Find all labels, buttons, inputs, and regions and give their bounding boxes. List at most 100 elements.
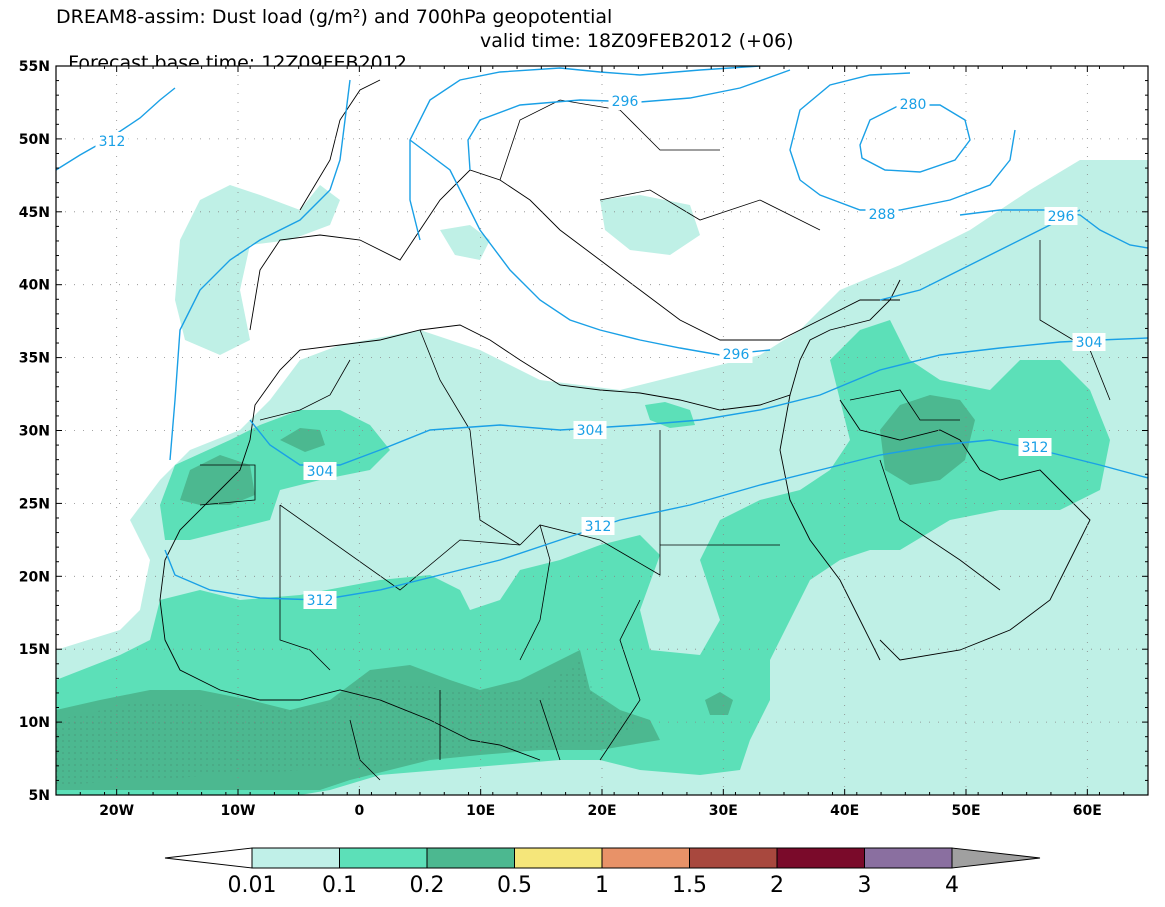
colorbar-segment — [251, 847, 340, 869]
lon-tick-label: 50E — [951, 803, 980, 819]
contour-296 — [169, 66, 761, 461]
contour-288 — [789, 72, 1016, 211]
colorbar-label: 1 — [595, 873, 609, 898]
dust-region-0.2 — [705, 692, 733, 715]
colorbar-segment — [601, 847, 690, 869]
contour-label-bg — [896, 95, 930, 113]
contour-label-bg — [303, 591, 337, 609]
dust-region-0.01 — [175, 185, 340, 355]
lat-tick-label: 20N — [19, 569, 50, 585]
border — [519, 524, 551, 661]
lon-tick-label: 40E — [830, 803, 859, 819]
coastlines — [159, 79, 1091, 761]
contour-label: 312 — [585, 519, 612, 535]
contour-label: 296 — [612, 94, 639, 110]
lon-tick-label: 30E — [709, 803, 738, 819]
lat-tick-label: 15N — [19, 642, 50, 658]
border — [849, 389, 960, 421]
colorbar-label: 0.5 — [497, 873, 532, 898]
contour-label-bg — [303, 462, 337, 480]
contour-label-bg — [1072, 333, 1106, 351]
lat-tick-label: 45N — [19, 205, 50, 221]
dust-region-0.2 — [280, 428, 325, 452]
border — [599, 189, 821, 231]
colorbar-segment — [689, 847, 778, 869]
contour-312 — [164, 439, 1148, 601]
contour-296-central — [409, 139, 771, 356]
contour-label-bg — [573, 421, 607, 439]
longitude-axis: 20W 10W 0 10E 20E 30E 40E 50E 60E — [55, 66, 1149, 819]
contour-label: 296 — [1048, 209, 1075, 225]
colorbar-label: 0.01 — [228, 873, 277, 898]
lat-tick-label: 35N — [19, 351, 50, 367]
lat-tick-label: 5N — [29, 788, 50, 804]
lat-tick-label: 50N — [19, 132, 50, 148]
contour-label: 304 — [1076, 335, 1103, 351]
coastline — [249, 279, 901, 441]
lat-tick-label: 55N — [19, 59, 50, 75]
valid-time: valid time: 18Z09FEB2012 (+06) — [480, 30, 794, 52]
colorbar-under-arrow — [164, 847, 253, 869]
dust-region-0.1 — [56, 320, 1110, 795]
colorbar-segment — [776, 847, 865, 869]
contour-label: 312 — [1022, 440, 1049, 456]
border — [599, 599, 641, 761]
contour-label: 288 — [869, 207, 896, 223]
contour-label-bg — [581, 517, 615, 535]
colorbar-label: 0.2 — [410, 873, 445, 898]
coastline — [159, 439, 541, 761]
contour-312-nw — [56, 87, 176, 171]
border — [1039, 240, 1111, 401]
contour-labels: 312 296 280 288 296 304 304 312 312 296 304 312 — [95, 92, 1106, 609]
lat-tick-label: 40N — [19, 278, 50, 294]
dust-region-0.1 — [160, 410, 390, 540]
border — [349, 719, 381, 781]
colorbar-label: 2 — [770, 873, 784, 898]
border — [879, 459, 1001, 591]
colorbar-segment — [864, 847, 953, 869]
contour-label: 296 — [723, 347, 750, 363]
contour-label-bg — [719, 345, 753, 363]
country-borders — [199, 99, 1111, 781]
dust-region-0.2 — [880, 395, 975, 485]
map-area: 312 296 280 288 296 304 304 312 312 296 304 312 — [56, 66, 1148, 795]
lon-tick-label: 0 — [354, 803, 364, 819]
coastline — [779, 394, 881, 661]
border — [519, 524, 780, 576]
dust-region-0.01 — [440, 225, 490, 260]
lon-tick-label: 10E — [466, 803, 495, 819]
border — [279, 504, 521, 591]
colorbar-label: 1.5 — [672, 873, 707, 898]
contour-280 — [859, 104, 971, 173]
dust-load-shading — [56, 160, 1148, 795]
colorbar-label: 4 — [945, 873, 959, 898]
dust-stipple — [56, 660, 640, 785]
contour-label-bg — [1018, 438, 1052, 456]
map-title: DREAM8-assim: Dust load (g/m²) and 700hP… — [56, 6, 613, 28]
latitude-axis: 55N 50N 45N 40N 35N 30N 25N 20N 15N 10N 5N — [19, 59, 1148, 804]
lon-tick-label: 20W — [99, 803, 134, 819]
contour-label: 312 — [307, 593, 334, 609]
contour-label: 312 — [99, 134, 126, 150]
lat-tick-label: 30N — [19, 424, 50, 440]
border — [259, 359, 351, 421]
lon-tick-label: 20E — [587, 803, 616, 819]
contour-296-south — [467, 69, 791, 171]
contour-label: 304 — [577, 423, 604, 439]
border — [419, 329, 471, 431]
colorbar-over-arrow — [951, 847, 1041, 869]
colorbar: 0.01 0.1 0.2 0.5 1 1.5 2 3 4 — [164, 847, 1041, 898]
contour-label: 280 — [900, 97, 927, 113]
contour-label: 304 — [307, 464, 334, 480]
border — [499, 99, 720, 181]
colorbar-segment — [339, 847, 428, 869]
border — [539, 699, 561, 761]
contour-label-bg — [608, 92, 642, 110]
coastline — [299, 79, 381, 211]
colorbar-segment — [514, 847, 603, 869]
contour-label-bg — [865, 205, 899, 223]
coastline — [839, 399, 1091, 661]
lat-tick-label: 25N — [19, 496, 50, 512]
contour-label-bg — [1044, 207, 1078, 225]
